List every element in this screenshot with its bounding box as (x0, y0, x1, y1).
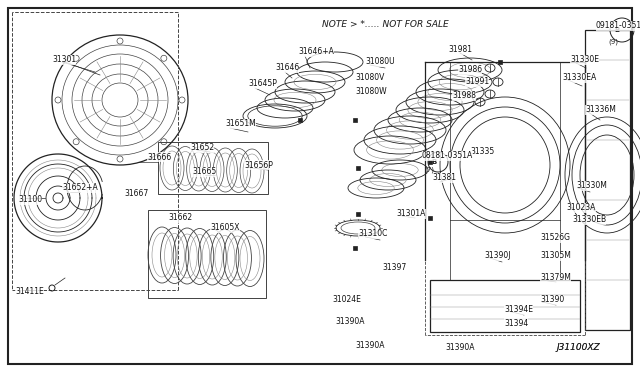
Text: 31310C: 31310C (358, 230, 387, 238)
Text: B: B (614, 27, 620, 33)
Text: 31394E: 31394E (504, 305, 533, 314)
Bar (585, 30, 630, 330)
Bar (353, 118, 357, 122)
Text: 31981: 31981 (448, 45, 472, 55)
Text: 31390A: 31390A (335, 317, 365, 327)
Text: 31390A: 31390A (445, 343, 474, 353)
Text: 31397: 31397 (382, 263, 406, 273)
Text: NOTE > *….. NOT FOR SALE: NOTE > *….. NOT FOR SALE (322, 20, 449, 29)
Text: 31330E: 31330E (570, 55, 599, 64)
Text: 31411E: 31411E (15, 288, 44, 296)
Text: 31336M: 31336M (585, 106, 616, 115)
Bar (428, 216, 432, 220)
Text: 31379M: 31379M (540, 273, 571, 282)
Text: NOTE > *….. NOT FOR SALE: NOTE > *….. NOT FOR SALE (322, 20, 449, 29)
Text: 31080U: 31080U (365, 58, 395, 67)
Text: 31381: 31381 (432, 173, 456, 183)
Bar (498, 60, 502, 64)
Text: (9): (9) (608, 39, 618, 45)
Bar (356, 212, 360, 216)
Text: 31390J: 31390J (484, 251, 511, 260)
Text: 31646: 31646 (275, 64, 300, 73)
Text: 31991: 31991 (465, 77, 489, 87)
Text: 31662: 31662 (168, 214, 192, 222)
Bar (298, 118, 302, 122)
Text: 31080V: 31080V (355, 74, 385, 83)
Text: 31330EB: 31330EB (572, 215, 606, 224)
Text: 31988: 31988 (452, 92, 476, 100)
Text: 31394: 31394 (504, 318, 528, 327)
Text: 31667: 31667 (124, 189, 148, 199)
Text: 31652: 31652 (190, 144, 214, 153)
Text: 31305M: 31305M (540, 251, 571, 260)
Bar (158, 142, 268, 194)
Text: 31645P: 31645P (248, 80, 277, 89)
Text: (7): (7) (424, 167, 434, 173)
Text: 31986: 31986 (458, 65, 482, 74)
Text: 31390A: 31390A (355, 341, 385, 350)
Bar (430, 280, 580, 332)
Bar (428, 160, 432, 164)
Text: 31023A: 31023A (566, 203, 595, 212)
Text: 31301A: 31301A (396, 209, 426, 218)
Bar (356, 166, 360, 170)
Text: 31301: 31301 (52, 55, 76, 64)
Text: 31526G: 31526G (540, 234, 570, 243)
Text: 31656P: 31656P (244, 160, 273, 170)
Text: J31100XZ: J31100XZ (556, 343, 600, 352)
Text: 31646+A: 31646+A (298, 48, 334, 57)
Text: 31665: 31665 (192, 167, 216, 176)
Text: 31390: 31390 (540, 295, 564, 305)
Text: 31666: 31666 (147, 153, 172, 161)
Bar (353, 246, 357, 250)
Text: 31024E: 31024E (332, 295, 361, 305)
Text: 09181-0351A: 09181-0351A (596, 22, 640, 31)
Text: 08181-0351A: 08181-0351A (422, 151, 473, 160)
Bar (148, 210, 266, 298)
Text: 31605X: 31605X (210, 224, 239, 232)
Text: J31100XZ: J31100XZ (556, 343, 600, 352)
Text: 31330EA: 31330EA (562, 74, 596, 83)
Text: 31651M: 31651M (225, 119, 256, 128)
Text: 31335: 31335 (470, 148, 494, 157)
Text: 31330M: 31330M (576, 182, 607, 190)
Text: 31080W: 31080W (355, 87, 387, 96)
Text: 31652+A: 31652+A (62, 183, 98, 192)
Text: 31100: 31100 (18, 196, 42, 205)
Text: B: B (431, 159, 436, 165)
